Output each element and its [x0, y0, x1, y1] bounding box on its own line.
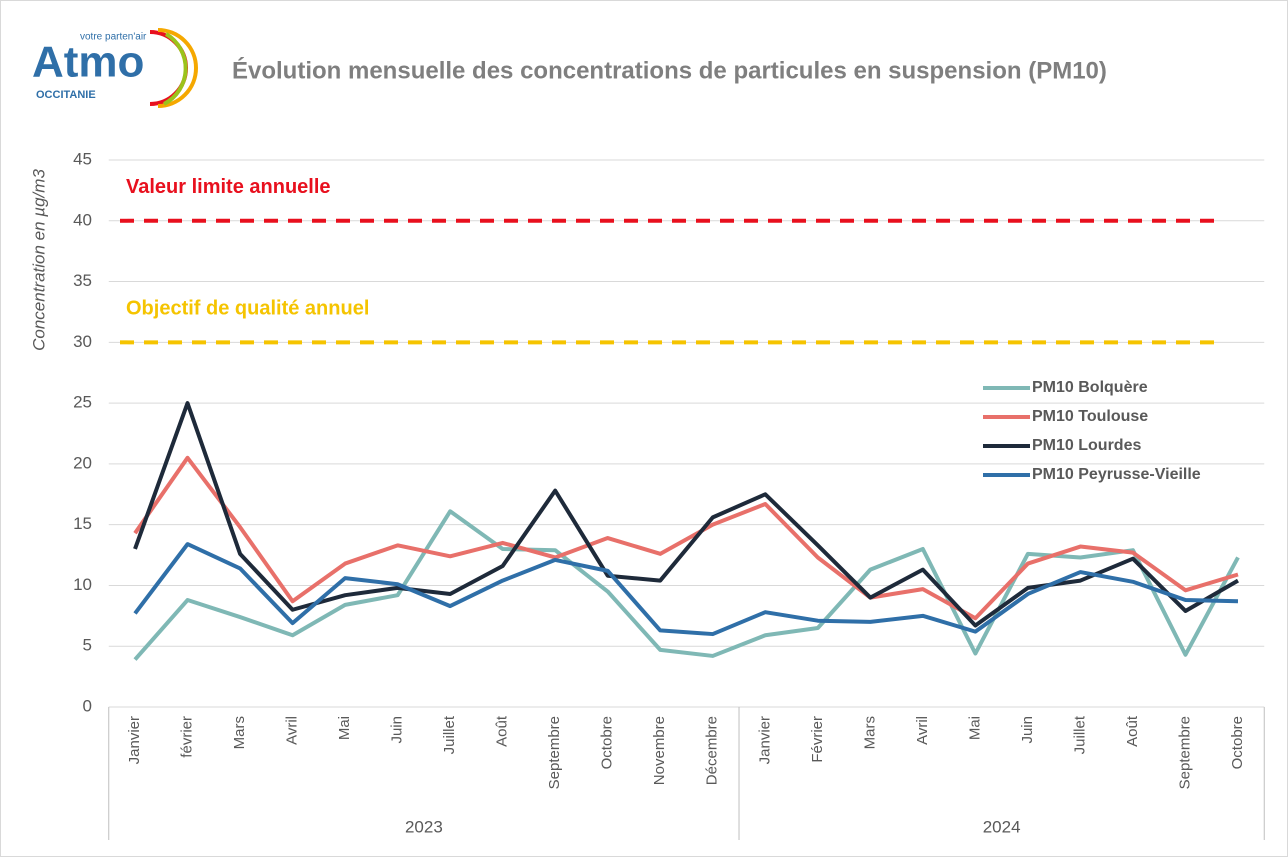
reference-label: Objectif de qualité annuel	[126, 298, 369, 320]
logo-region: OCCITANIE	[36, 89, 96, 101]
logo-name: Atmo	[32, 38, 144, 87]
y-tick-label: 40	[73, 210, 92, 229]
y-tick-label: 0	[83, 696, 92, 715]
x-tick-label: Juin	[1019, 716, 1036, 744]
y-tick-label: 25	[73, 393, 92, 412]
y-tick-label: 35	[73, 271, 92, 290]
logo-arc	[163, 32, 188, 106]
legend-label: PM10 Toulouse	[1032, 408, 1148, 425]
x-tick-label: Avril	[284, 716, 301, 745]
x-tick-label: Juillet	[1071, 715, 1088, 754]
legend-label: PM10 Bolquère	[1032, 379, 1148, 396]
x-tick-label: Avril	[914, 716, 931, 745]
y-tick-label: 15	[73, 514, 92, 533]
x-tick-label: Mars	[861, 716, 878, 749]
group-label: 2023	[405, 817, 443, 836]
x-tick-label: février	[179, 716, 196, 758]
x-tick-label: Mai	[336, 716, 353, 740]
logo-tagline: votre parten'air	[80, 32, 147, 43]
x-tick-label: Février	[809, 716, 826, 763]
x-tick-label: Décembre	[704, 716, 721, 785]
reference-label: Valeur limite annuelle	[126, 176, 331, 198]
x-tick-label: Mai	[966, 716, 983, 740]
x-tick-label: Octobre	[1229, 716, 1246, 769]
y-tick-label: 10	[73, 575, 92, 594]
group-label: 2024	[983, 817, 1021, 836]
x-tick-label: Septembre	[546, 716, 563, 789]
x-tick-label: Janvier	[126, 716, 143, 764]
y-tick-label: 5	[83, 636, 92, 655]
x-tick-label: Août	[494, 715, 511, 747]
logo: Atmo votre parten'air OCCITANIE	[32, 28, 198, 108]
series-line	[133, 542, 1239, 637]
y-tick-label: 20	[73, 453, 92, 472]
y-axis-label: Concentration en µg/m3	[29, 169, 48, 351]
x-tick-label: Juillet	[441, 715, 458, 754]
x-tick-label: Mars	[231, 716, 248, 749]
y-tick-label: 45	[73, 149, 92, 168]
chart-title: Évolution mensuelle des concentrations d…	[232, 56, 1107, 84]
x-tick-label: Octobre	[599, 716, 616, 769]
x-tick-label: Septembre	[1176, 716, 1193, 789]
series-line	[133, 455, 1239, 621]
legend-label: PM10 Lourdes	[1032, 437, 1141, 454]
x-tick-label: Juin	[389, 716, 406, 744]
x-tick-label: Novembre	[651, 716, 668, 785]
x-tick-label: Août	[1124, 715, 1141, 747]
logo-arc	[157, 28, 198, 108]
x-tick-label: Janvier	[756, 716, 773, 764]
y-tick-label: 30	[73, 332, 92, 351]
legend-label: PM10 Peyrusse-Vieille	[1032, 466, 1201, 483]
